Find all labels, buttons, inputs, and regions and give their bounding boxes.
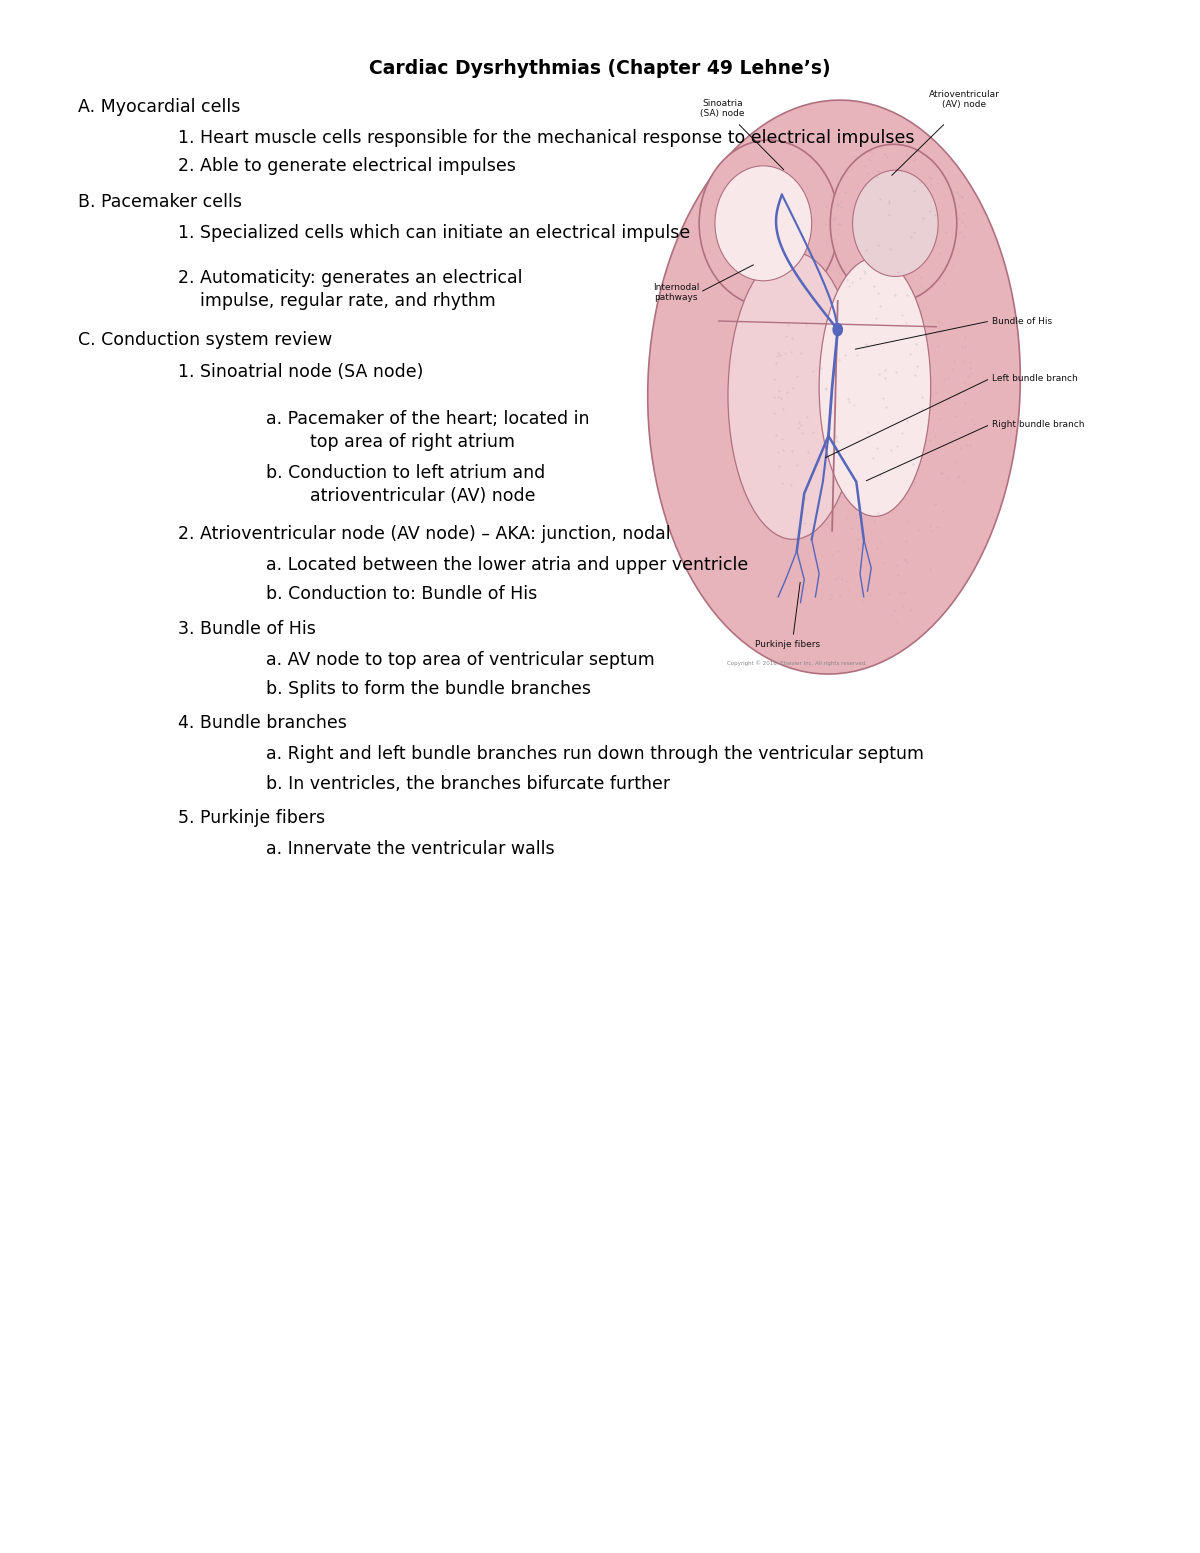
Text: Copyright © 2016. Elsevier Inc. All rights reserved.: Copyright © 2016. Elsevier Inc. All righ…: [727, 660, 866, 666]
Text: 2. Able to generate electrical impulses: 2. Able to generate electrical impulses: [178, 157, 516, 175]
Text: a. Innervate the ventricular walls: a. Innervate the ventricular walls: [266, 840, 556, 859]
Text: Cardiac Dysrhythmias (Chapter 49 Lehne’s): Cardiac Dysrhythmias (Chapter 49 Lehne’s…: [370, 59, 830, 78]
Text: a. Located between the lower atria and upper ventricle: a. Located between the lower atria and u…: [266, 556, 749, 575]
Ellipse shape: [830, 144, 956, 303]
Text: b. Splits to form the bundle branches: b. Splits to form the bundle branches: [266, 680, 592, 699]
Text: 1. Sinoatrial node (SA node): 1. Sinoatrial node (SA node): [178, 363, 422, 382]
Text: b. Conduction to: Bundle of His: b. Conduction to: Bundle of His: [266, 585, 538, 604]
Ellipse shape: [728, 252, 858, 539]
Text: Bundle of His: Bundle of His: [992, 317, 1052, 326]
Text: b. Conduction to left atrium and
        atrioventricular (AV) node: b. Conduction to left atrium and atriove…: [266, 464, 546, 505]
Text: 2. Automaticity: generates an electrical
    impulse, regular rate, and rhythm: 2. Automaticity: generates an electrical…: [178, 269, 522, 309]
Text: a. Right and left bundle branches run down through the ventricular septum: a. Right and left bundle branches run do…: [266, 745, 924, 764]
Text: a. Pacemaker of the heart; located in
        top area of right atrium: a. Pacemaker of the heart; located in to…: [266, 410, 590, 450]
Ellipse shape: [700, 140, 839, 306]
Text: 3. Bundle of His: 3. Bundle of His: [178, 620, 316, 638]
Text: Left bundle branch: Left bundle branch: [992, 374, 1078, 384]
Text: B. Pacemaker cells: B. Pacemaker cells: [78, 193, 242, 211]
Text: 1. Heart muscle cells responsible for the mechanical response to electrical impu: 1. Heart muscle cells responsible for th…: [178, 129, 914, 148]
Text: 4. Bundle branches: 4. Bundle branches: [178, 714, 347, 733]
Text: 5. Purkinje fibers: 5. Purkinje fibers: [178, 809, 325, 828]
Ellipse shape: [715, 166, 811, 281]
Ellipse shape: [648, 99, 1020, 674]
Text: Internodal
pathways: Internodal pathways: [653, 283, 700, 301]
Text: Atrioventricular
(AV) node: Atrioventricular (AV) node: [929, 90, 1000, 109]
Text: C. Conduction system review: C. Conduction system review: [78, 331, 332, 349]
Text: A. Myocardial cells: A. Myocardial cells: [78, 98, 240, 116]
Text: 2. Atrioventricular node (AV node) – AKA: junction, nodal: 2. Atrioventricular node (AV node) – AKA…: [178, 525, 671, 544]
Circle shape: [833, 323, 842, 335]
Text: Right bundle branch: Right bundle branch: [992, 419, 1085, 429]
Text: Purkinje fibers: Purkinje fibers: [755, 640, 820, 649]
Ellipse shape: [820, 258, 931, 516]
Ellipse shape: [852, 171, 938, 276]
Text: Sinoatria
(SA) node: Sinoatria (SA) node: [700, 99, 745, 118]
Text: 1. Specialized cells which can initiate an electrical impulse: 1. Specialized cells which can initiate …: [178, 224, 690, 242]
Text: a. AV node to top area of ventricular septum: a. AV node to top area of ventricular se…: [266, 651, 655, 669]
Text: b. In ventricles, the branches bifurcate further: b. In ventricles, the branches bifurcate…: [266, 775, 671, 794]
